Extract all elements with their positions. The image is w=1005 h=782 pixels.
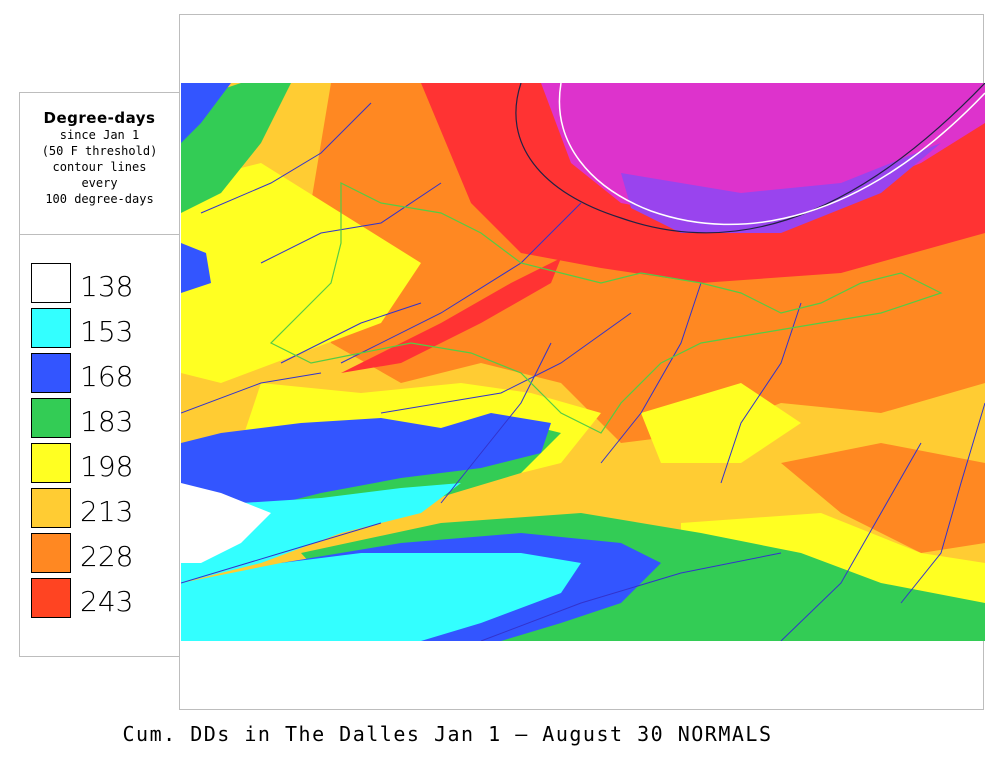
legend-value: 153 [80, 315, 134, 348]
legend-item: 228 [31, 533, 171, 575]
city-boundary [269, 182, 943, 434]
legend-item: 198 [31, 443, 171, 485]
hottest-zone [621, 143, 941, 233]
cool-zone-west [181, 83, 291, 213]
legend-item: 213 [31, 488, 171, 530]
legend-item: 168 [31, 353, 171, 395]
legend-value: 138 [80, 270, 134, 303]
coldest-zone-south [181, 553, 581, 641]
legend-subtitle-line: (50 F threshold) [41, 144, 158, 158]
legend-item: 138 [31, 263, 171, 305]
legend-value: 168 [80, 360, 134, 393]
legend-subtitle-line: since Jan 1 [59, 128, 140, 142]
legend-value: 243 [80, 585, 134, 618]
legend-swatch [31, 308, 71, 348]
legend-value: 228 [80, 540, 134, 573]
legend-swatch [31, 533, 71, 573]
very-high-band [341, 258, 561, 373]
cold-zone-west [181, 83, 231, 143]
cold-zone-center [181, 413, 551, 513]
legend-swatch [31, 398, 71, 438]
legend-title: Degree-days [43, 109, 156, 127]
legend-swatch [31, 488, 71, 528]
legend-value: 183 [80, 405, 134, 438]
legend-panel: Degree-days since Jan 1 (50 F threshold)… [19, 92, 180, 657]
highest-elevation-zone [181, 483, 271, 563]
river-line-2 [558, 83, 985, 226]
mid-zone-west [181, 163, 421, 383]
legend-swatch [31, 353, 71, 393]
legend-subtitle-line: 100 degree-days [45, 192, 154, 206]
legend-swatch [31, 263, 71, 303]
legend-value: 213 [80, 495, 134, 528]
river-line [515, 83, 985, 234]
legend-item: 153 [31, 308, 171, 350]
legend-swatch [31, 443, 71, 483]
legend-swatch [31, 578, 71, 618]
cold-zone-pocket [181, 243, 211, 293]
legend-subtitle-line: contour lines [52, 160, 147, 174]
map-caption: Cum. DDs in The Dalles Jan 1 — August 30… [122, 722, 773, 746]
legend-item: 183 [31, 398, 171, 440]
mid-zone-east [641, 383, 801, 463]
stream-network [181, 102, 985, 641]
legend-value: 198 [80, 450, 134, 483]
warm-zone-east [781, 443, 985, 553]
degree-day-map[interactable] [181, 83, 985, 641]
legend-header: Degree-days since Jan 1 (50 F threshold)… [20, 93, 179, 235]
legend-subtitle-line: every [81, 176, 118, 190]
legend-item: 243 [31, 578, 171, 620]
